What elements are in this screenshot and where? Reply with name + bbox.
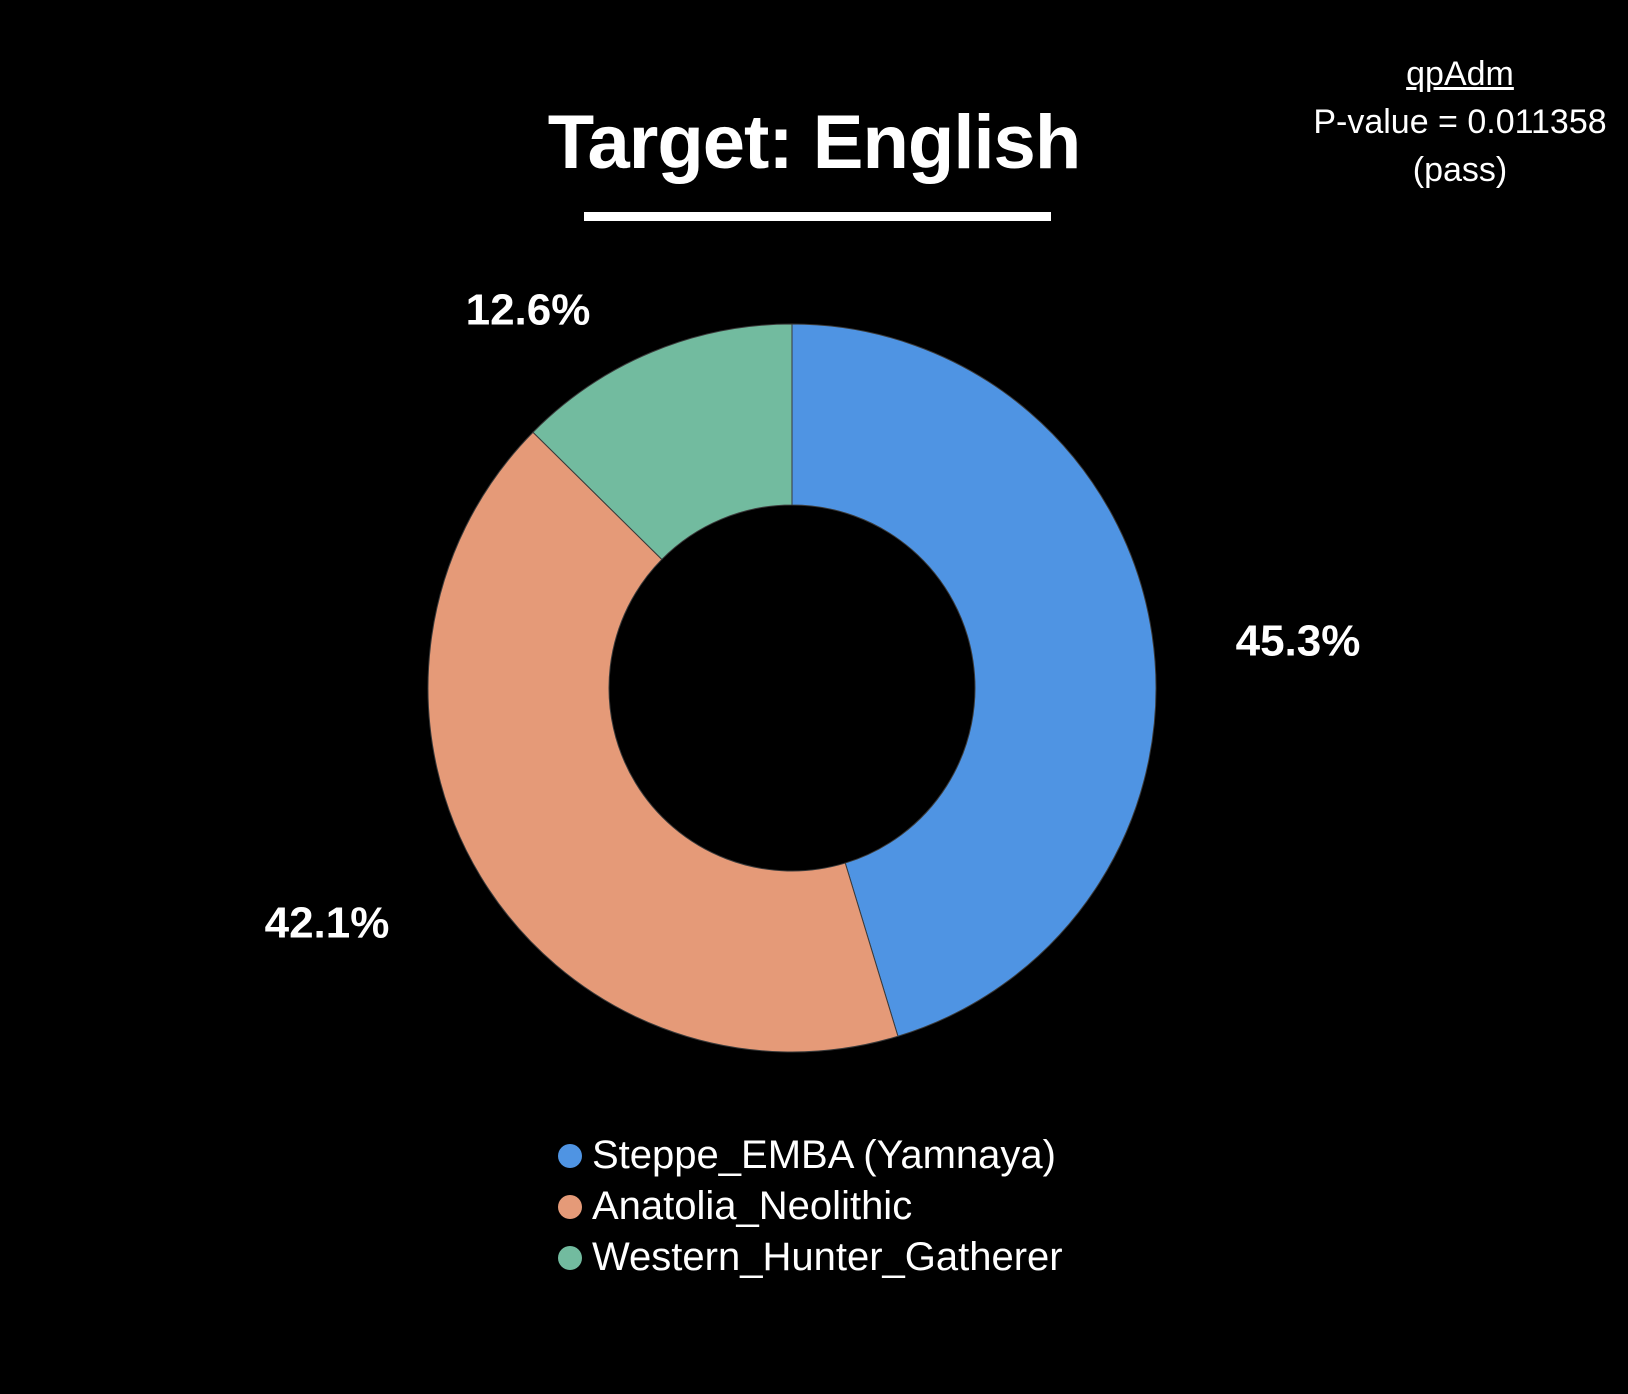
slice-value-label-3: 12.6% [466,286,591,335]
legend-item-2: Anatolia_Neolithic [558,1181,1063,1232]
legend-label: Anatolia_Neolithic [592,1184,913,1228]
title-underline [584,212,1051,221]
donut-slice-1 [791,323,1157,1037]
legend-marker [558,1194,582,1219]
legend-item-3: Western_Hunter_Gatherer [558,1232,1063,1283]
slice-value-label-1: 45.3% [1236,617,1361,666]
donut-labels: 45.3% 42.1% 12.6% [265,286,1361,948]
legend: Steppe_EMBA (Yamnaya) Anatolia_Neolithic W… [558,1130,1063,1283]
legend-item-1: Steppe_EMBA (Yamnaya) [558,1130,1063,1181]
p-value-text: P-value = 0.011358 [1313,103,1607,141]
donut-slices [427,323,1157,1053]
legend-marker [558,1143,582,1168]
donut-slice-2 [427,431,899,1053]
method-annotation: qpAdm P-value = 0.011358 (pass) [1285,50,1628,194]
legend-marker [558,1245,582,1270]
legend-label: Western_Hunter_Gatherer [592,1235,1063,1279]
donut-slice-3 [532,323,793,561]
slice-value-label-2: 42.1% [265,899,390,948]
status-text: (pass) [1412,151,1508,189]
chart-title: Target: English [547,100,1082,185]
method-label: qpAdm [1406,55,1514,93]
legend-label: Steppe_EMBA (Yamnaya) [592,1133,1056,1177]
